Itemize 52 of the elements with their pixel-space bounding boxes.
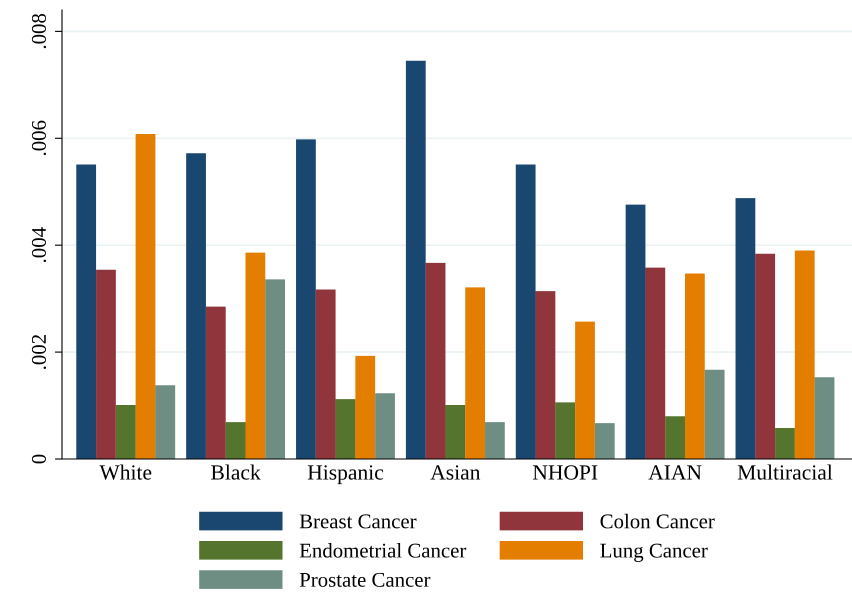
bar — [186, 153, 206, 459]
x-tick-label: NHOPI — [532, 465, 598, 480]
bar — [316, 290, 336, 459]
bar — [226, 422, 246, 459]
y-tick-label: 0 — [32, 454, 46, 464]
bar — [465, 287, 486, 459]
bar — [536, 291, 556, 459]
legend-label: Breast Cancer — [300, 514, 416, 528]
bar — [96, 270, 116, 459]
x-tick-label: White — [99, 464, 152, 480]
bar — [355, 356, 376, 459]
y-tick-label: .006 — [32, 120, 46, 156]
bar — [575, 322, 595, 459]
bar — [406, 60, 426, 459]
bar — [736, 198, 756, 459]
x-tick-label: AIAN — [648, 465, 702, 480]
bar — [76, 164, 96, 459]
bar — [296, 139, 316, 459]
bar — [645, 268, 666, 459]
bar — [516, 164, 536, 459]
legend-label: Lung Cancer — [600, 544, 708, 562]
bar — [265, 279, 286, 459]
x-tick-label: Hispanic — [308, 465, 384, 484]
bar — [555, 402, 576, 459]
x-tick-label: Multiracial — [738, 464, 832, 480]
x-tick-label: Black — [211, 464, 261, 480]
bar — [136, 134, 156, 459]
bar — [485, 422, 505, 459]
y-tick-label: .004 — [32, 227, 46, 262]
bar — [626, 204, 646, 459]
legend-label: Colon Cancer — [600, 514, 715, 528]
bar — [445, 405, 466, 459]
legend-label: Endometrial Cancer — [300, 542, 466, 558]
bar — [794, 250, 815, 459]
bar — [426, 262, 446, 459]
bar — [336, 399, 356, 459]
bar — [814, 377, 834, 459]
bar — [375, 393, 395, 459]
bar — [755, 254, 776, 459]
x-tick-label: Asian — [430, 465, 480, 480]
bar — [775, 428, 795, 459]
bar — [206, 306, 226, 459]
legend-label: Prostate Cancer — [300, 572, 430, 587]
bar — [116, 405, 136, 459]
bar — [155, 385, 176, 459]
y-tick-label: .002 — [32, 335, 46, 369]
bar — [245, 252, 266, 459]
y-tick-label: .008 — [32, 14, 46, 48]
bar — [665, 416, 685, 459]
bar — [594, 423, 615, 459]
bar — [704, 370, 725, 459]
bar — [684, 274, 705, 459]
